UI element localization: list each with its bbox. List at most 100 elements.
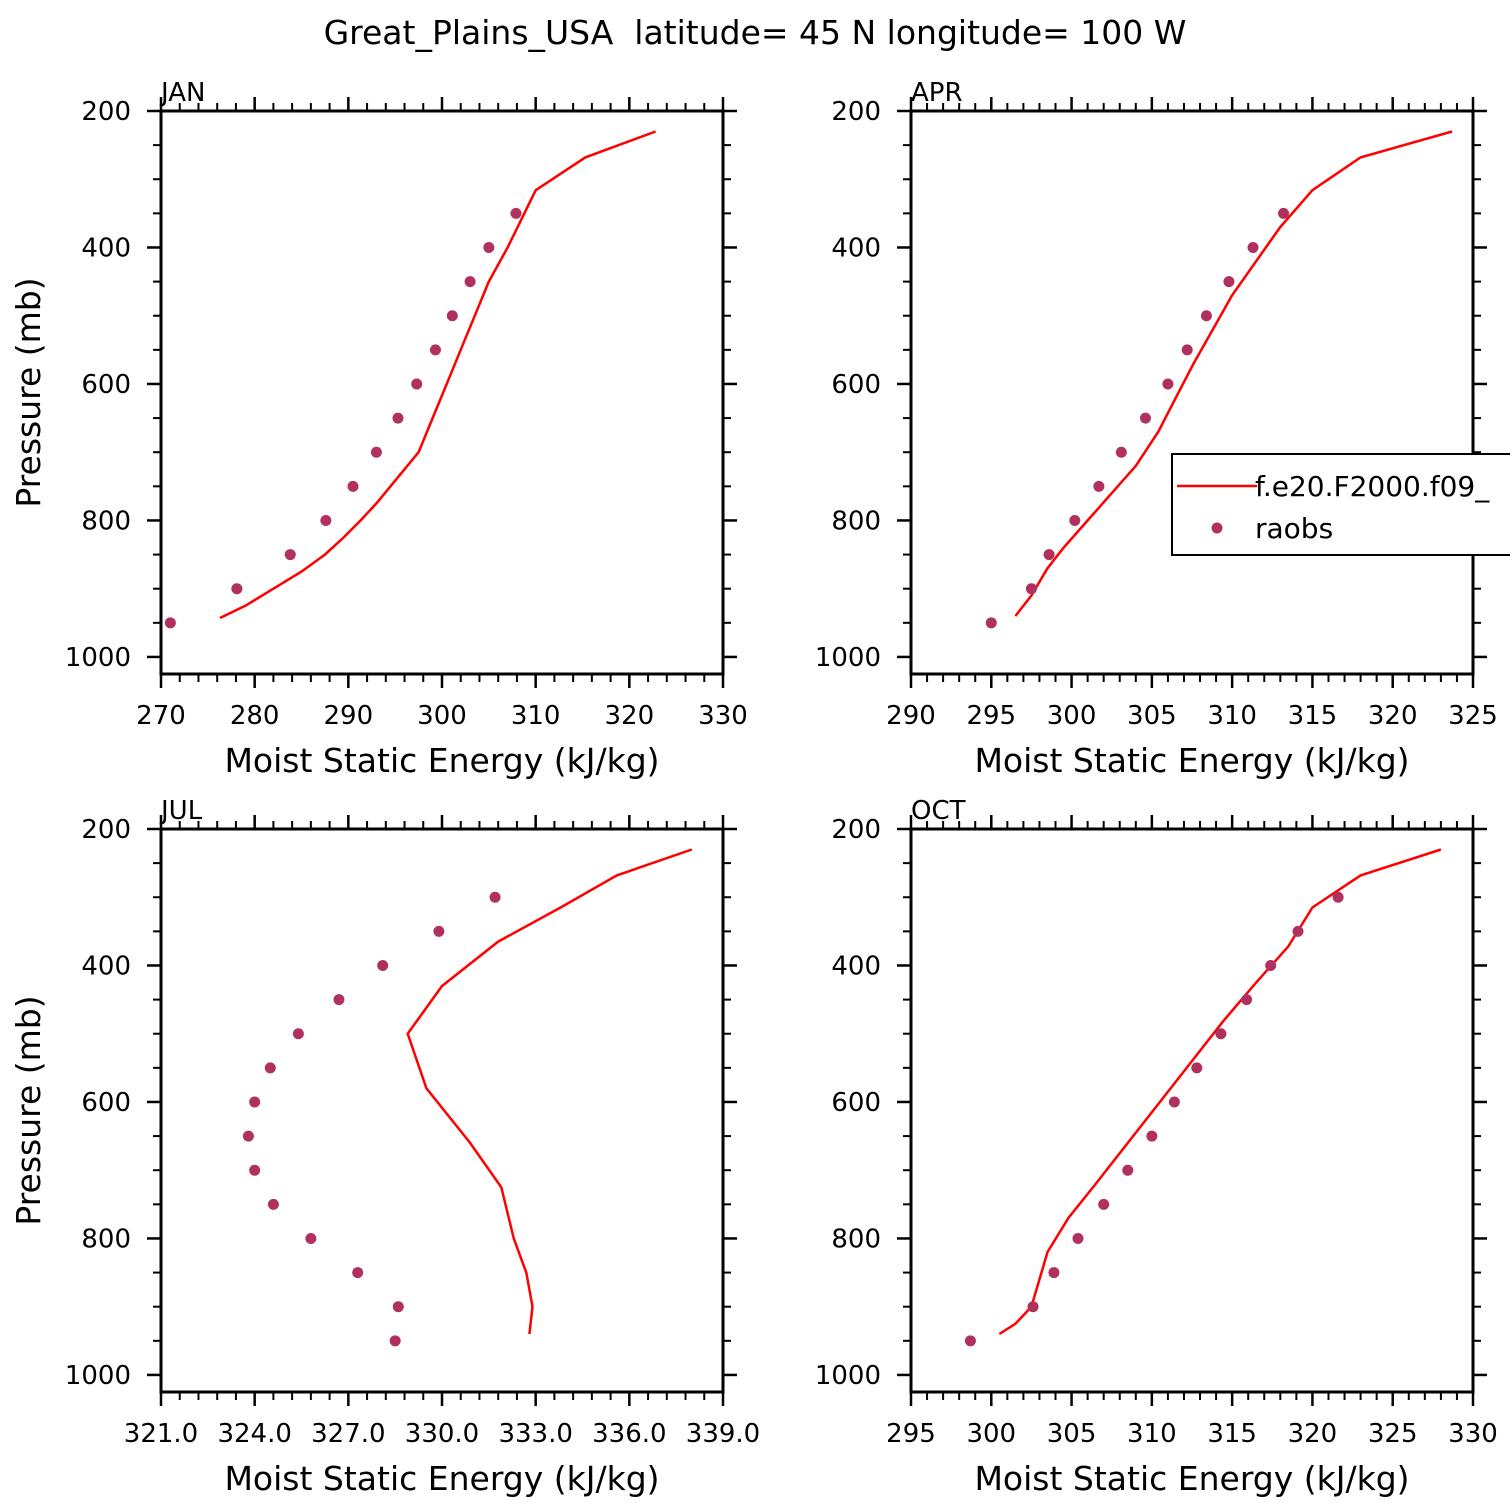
- raobs-point: [1069, 514, 1081, 526]
- y-tick-label: 800: [831, 1224, 881, 1254]
- raobs-point: [483, 241, 495, 253]
- raobs-point: [249, 1096, 261, 1108]
- y-tick-label: 800: [81, 506, 131, 536]
- y-tick-label: 1000: [815, 643, 881, 673]
- y-tick-label: 600: [81, 1088, 131, 1118]
- raobs-point: [389, 1335, 401, 1347]
- raobs-point: [267, 1198, 279, 1210]
- raobs-point: [1181, 344, 1193, 356]
- raobs-point: [1146, 1130, 1158, 1142]
- raobs-point: [510, 207, 522, 219]
- raobs-point: [1072, 1232, 1084, 1244]
- raobs-point: [1223, 276, 1235, 288]
- legend-model-label: f.e20.F2000.f09_: [1255, 470, 1490, 503]
- x-tick-label: 305: [1047, 1419, 1097, 1449]
- figure-title: Great_Plains_USA latitude= 45 N longitud…: [324, 13, 1187, 52]
- x-axis-label-apr: Moist Static Energy (kJ/kg): [974, 741, 1409, 780]
- x-tick-label: 327.0: [311, 1419, 385, 1449]
- y-tick-label: 1000: [65, 1361, 131, 1391]
- raobs-point: [1098, 1198, 1110, 1210]
- raobs-point: [433, 925, 445, 937]
- y-tick-label: 400: [81, 951, 131, 981]
- panel-oct: OCT 295 300 305 310 315 320 325 330 200 400 600 800 1…: [815, 796, 1498, 1498]
- x-axis-label-jul: Moist Static Energy (kJ/kg): [224, 1459, 659, 1498]
- x-tick-label: 336.0: [592, 1419, 666, 1449]
- raobs-point: [1139, 412, 1151, 424]
- x-tick-label: 330.0: [405, 1419, 479, 1449]
- raobs-point: [985, 617, 997, 629]
- raobs-point: [164, 617, 176, 629]
- x-tick-label: 330: [1448, 1419, 1498, 1449]
- raobs-point: [411, 378, 423, 390]
- raobs-point: [305, 1232, 317, 1244]
- raobs-point: [1025, 583, 1037, 595]
- x-tick-label: 310: [1207, 701, 1257, 731]
- legend-obs-label: raobs: [1255, 512, 1333, 545]
- x-tick-label: 280: [230, 701, 280, 731]
- raobs-point: [1200, 310, 1212, 322]
- x-tick-label: 321.0: [124, 1419, 198, 1449]
- model-line-jul: [406, 848, 693, 1335]
- model-line-jan: [219, 130, 657, 620]
- raobs-point: [249, 1164, 261, 1176]
- raobs-point: [964, 1335, 976, 1347]
- plot-frame-oct: [909, 827, 1475, 1394]
- raobs-point: [242, 1130, 254, 1142]
- raobs-point: [284, 549, 296, 561]
- raobs-point: [1191, 1062, 1203, 1074]
- y-tick-label: 200: [81, 815, 131, 845]
- x-tick-label: 290: [886, 701, 936, 731]
- raobs-point: [231, 583, 243, 595]
- y-tick-label: 1000: [65, 643, 131, 673]
- x-tick-label: 320: [1368, 701, 1418, 731]
- plot-frame-jul: [159, 827, 725, 1394]
- raobs-point: [1168, 1096, 1180, 1108]
- raobs-point: [392, 412, 404, 424]
- y-tick-label: 400: [81, 233, 131, 263]
- y-tick-label: 1000: [815, 1361, 881, 1391]
- raobs-point: [429, 344, 441, 356]
- x-tick-label: 320: [1288, 1419, 1338, 1449]
- x-tick-label: 330: [698, 701, 748, 731]
- raobs-point: [1115, 446, 1127, 458]
- raobs-point: [1093, 480, 1105, 492]
- raobs-point: [1247, 241, 1259, 253]
- y-tick-label: 200: [831, 815, 881, 845]
- y-tick-label: 600: [81, 370, 131, 400]
- x-tick-label: 310: [1127, 1419, 1177, 1449]
- raobs-point: [1043, 549, 1055, 561]
- y-tick-label: 800: [81, 1224, 131, 1254]
- raobs-point: [489, 891, 501, 903]
- y-tick-label: 600: [831, 1088, 881, 1118]
- raobs-point: [1048, 1267, 1060, 1279]
- y-tick-label: 600: [831, 370, 881, 400]
- raobs-point: [320, 514, 332, 526]
- y-axis-label-jul: Pressure (mb): [9, 995, 48, 1225]
- x-axis-label-jan: Moist Static Energy (kJ/kg): [224, 741, 659, 780]
- y-tick-label: 200: [831, 97, 881, 127]
- raobs-point: [446, 310, 458, 322]
- panel-title-oct: OCT: [911, 796, 966, 826]
- raobs-point: [352, 1267, 364, 1279]
- panel-apr: APR 290 295 300 305 310 315 320 325 200 400 600 800 1…: [815, 78, 1498, 780]
- panel-title-apr: APR: [911, 78, 963, 108]
- raobs-point: [1162, 378, 1174, 390]
- x-tick-label: 315: [1207, 1419, 1257, 1449]
- x-tick-label: 295: [886, 1419, 936, 1449]
- x-tick-label: 305: [1127, 701, 1177, 731]
- x-tick-label: 295: [966, 701, 1016, 731]
- raobs-point: [1292, 925, 1304, 937]
- raobs-point: [1278, 207, 1290, 219]
- plot-frame-apr: [909, 109, 1475, 676]
- legend-marker-swatch: [1211, 522, 1223, 534]
- x-tick-label: 324.0: [217, 1419, 291, 1449]
- raobs-point: [1265, 959, 1277, 971]
- legend: f.e20.F2000.f09_raobs: [1171, 453, 1510, 556]
- legend-box: [1171, 453, 1510, 556]
- raobs-point: [377, 959, 389, 971]
- raobs-point: [333, 994, 345, 1006]
- raobs-point: [1241, 994, 1253, 1006]
- model-line-apr: [1014, 130, 1453, 617]
